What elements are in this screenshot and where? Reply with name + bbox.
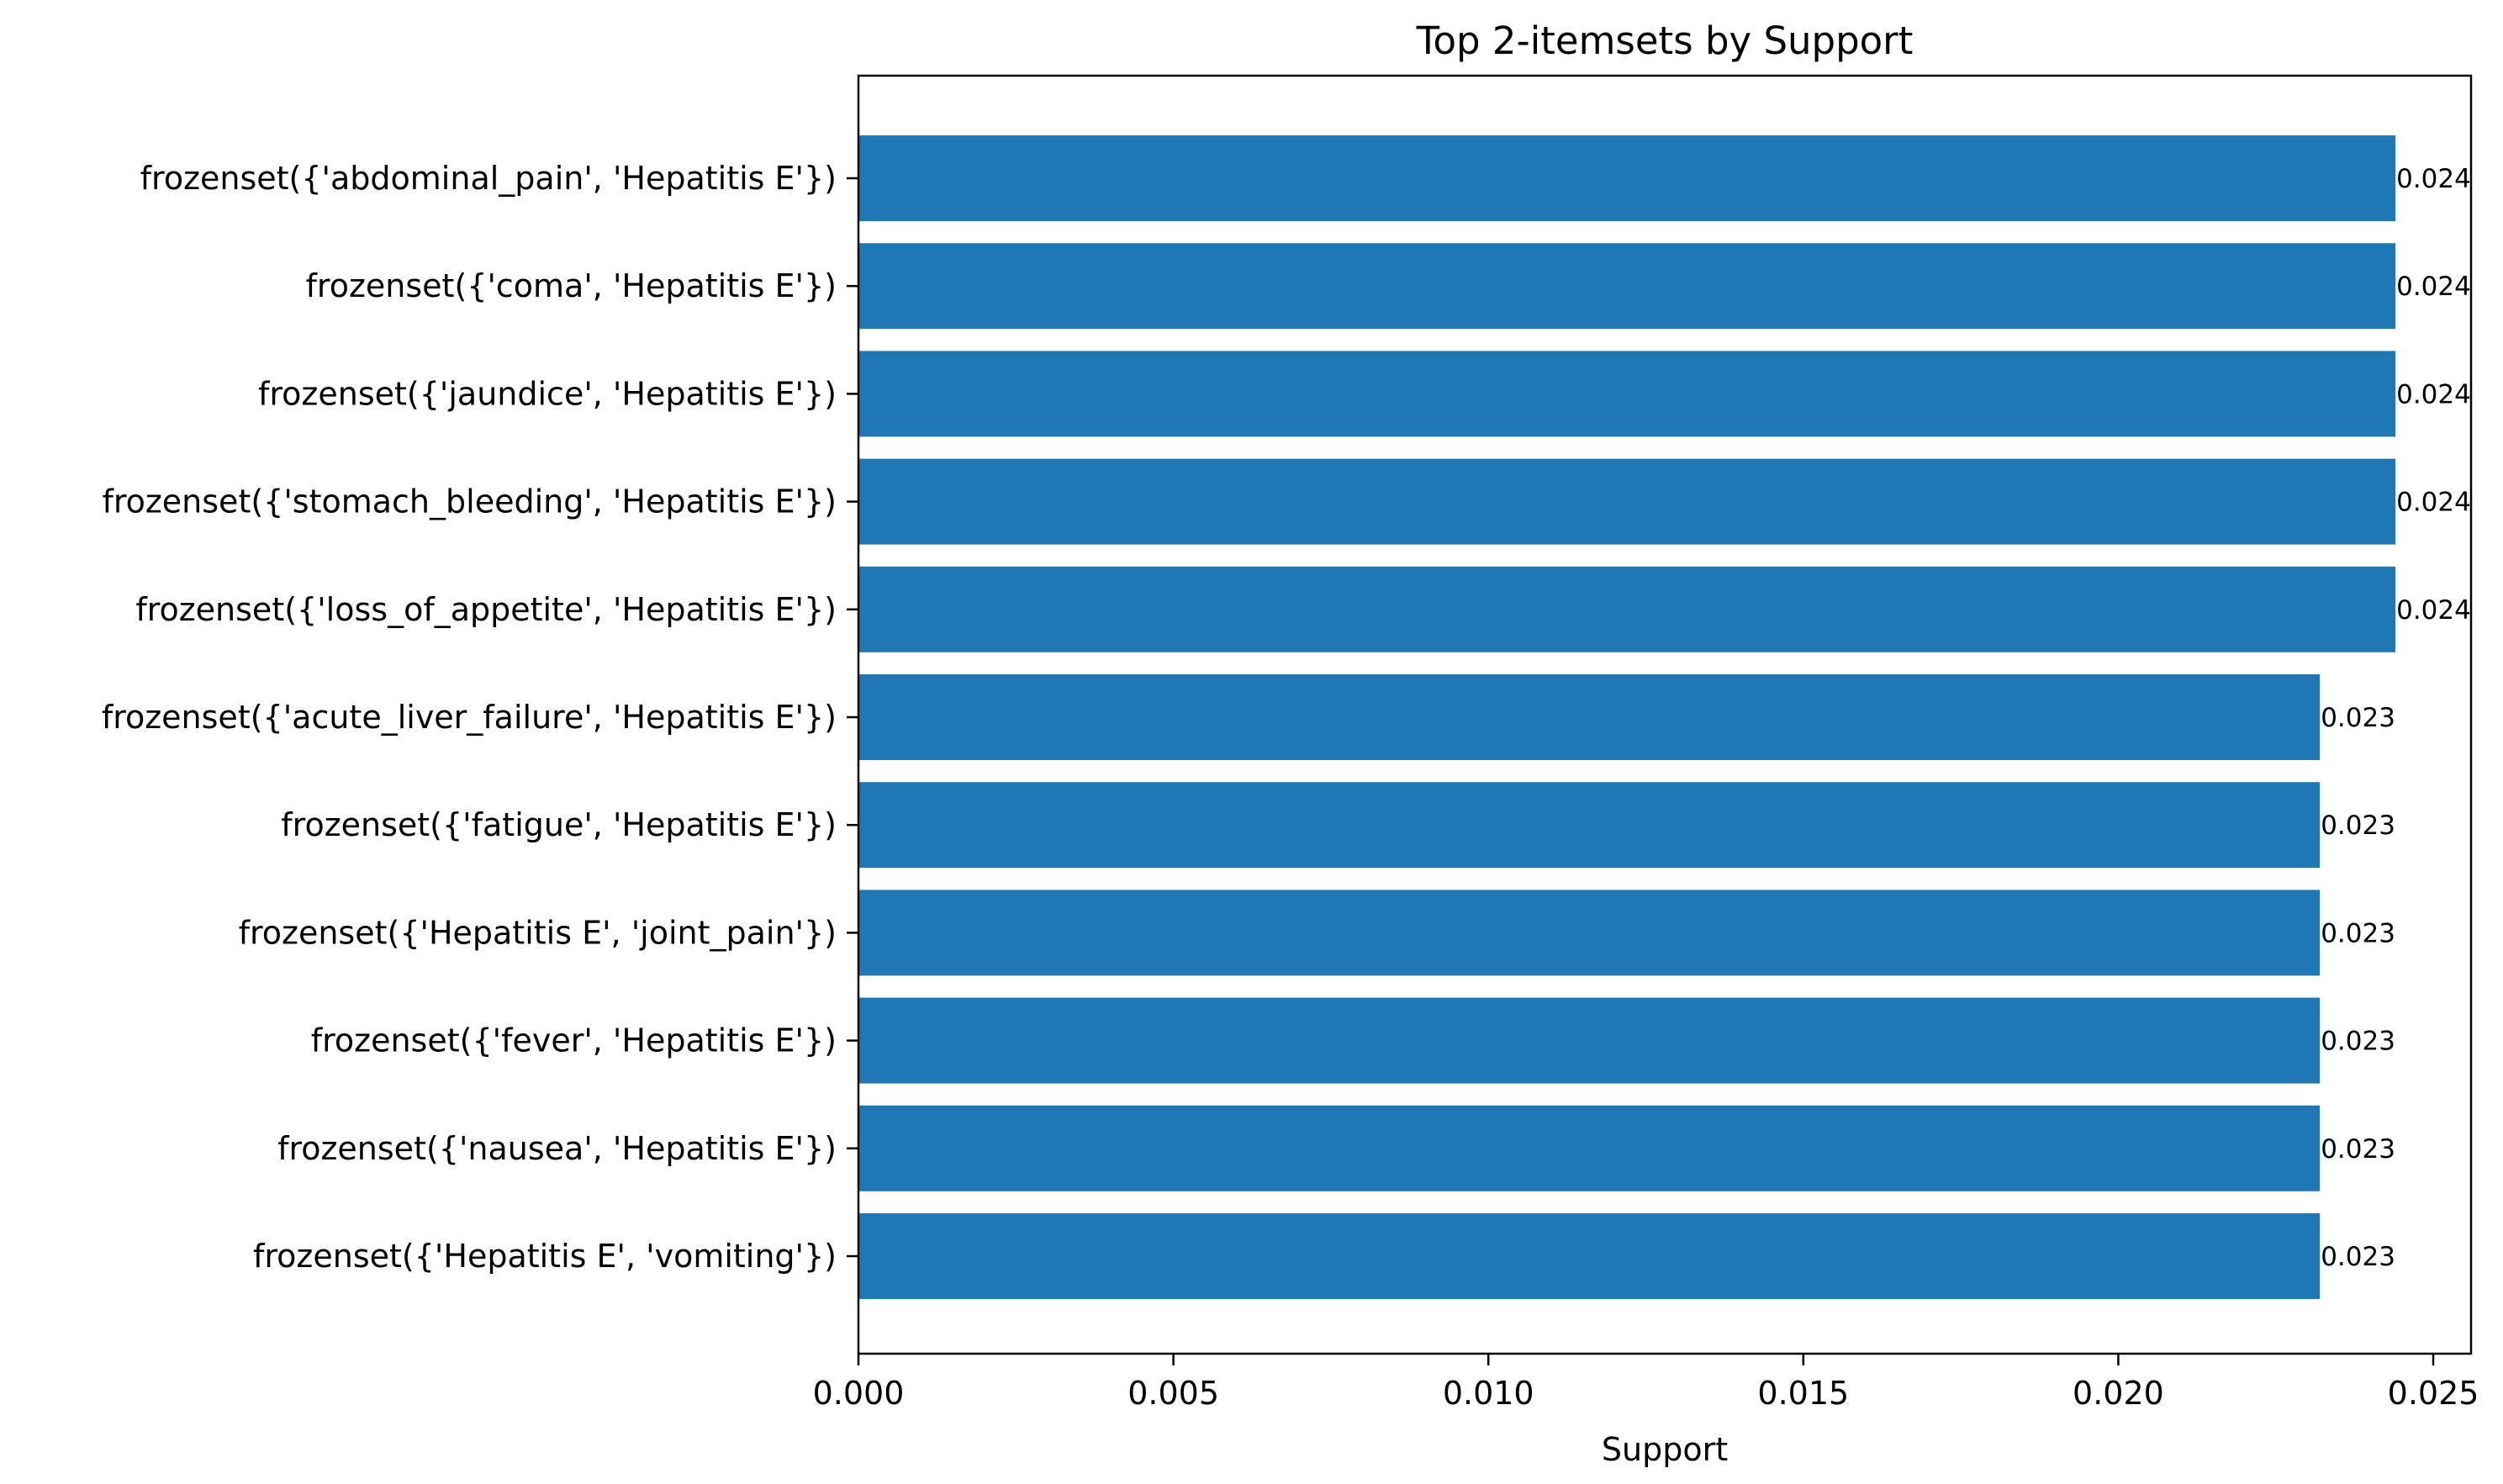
- bar: [858, 674, 2321, 760]
- bar-value-label: 0.024: [2396, 164, 2471, 194]
- x-tick-label: 0.010: [1443, 1375, 1534, 1412]
- y-tick-label: frozenset({'abdominal_pain', 'Hepatitis …: [140, 160, 837, 197]
- bar-value-label: 0.023: [2321, 1027, 2395, 1057]
- bar-value-label: 0.023: [2321, 811, 2395, 841]
- bar: [858, 135, 2396, 221]
- x-tick-label: 0.020: [2073, 1375, 2164, 1412]
- y-tick-label: frozenset({'fatigue', 'Hepatitis E'}): [281, 806, 837, 843]
- bar-value-label: 0.024: [2396, 488, 2471, 518]
- y-tick-label: frozenset({'fever', 'Hepatitis E'}): [311, 1022, 837, 1059]
- bar-value-label: 0.023: [2321, 1134, 2395, 1164]
- y-tick-label: frozenset({'Hepatitis E', 'joint_pain'}): [239, 914, 837, 951]
- x-axis-ticks: 0.000 0.005 0.010 0.015 0.020 0.025: [813, 1354, 2479, 1412]
- y-tick-label: frozenset({'nausea', 'Hepatitis E'}): [277, 1130, 837, 1167]
- bar: [858, 566, 2396, 652]
- data-labels-group: 0.024 0.024 0.024 0.024 0.024 0.023 0.023 0.023…: [2321, 164, 2471, 1272]
- x-tick-label: 0.005: [1127, 1375, 1219, 1412]
- x-tick-label: 0.025: [2388, 1375, 2479, 1412]
- y-tick-label: frozenset({'coma', 'Hepatitis E'}): [306, 267, 837, 304]
- bar: [858, 458, 2396, 545]
- y-axis-ticks: frozenset({'abdominal_pain', 'Hepatitis …: [102, 160, 858, 1275]
- bar: [858, 243, 2396, 330]
- chart-title: Top 2-itemsets by Support: [1416, 18, 1914, 63]
- y-tick-label: frozenset({'Hepatitis E', 'vomiting'}): [253, 1238, 837, 1275]
- bar: [858, 890, 2321, 976]
- y-tick-label: frozenset({'jaundice', 'Hepatitis E'}): [258, 375, 837, 412]
- bar-value-label: 0.023: [2321, 918, 2395, 948]
- bar: [858, 782, 2321, 869]
- x-tick-label: 0.015: [1757, 1375, 1849, 1412]
- bar-value-label: 0.024: [2396, 595, 2471, 626]
- plot-frame: [857, 74, 2473, 1355]
- bar-value-label: 0.023: [2321, 703, 2395, 733]
- y-tick-label: frozenset({'acute_liver_failure', 'Hepat…: [102, 699, 837, 736]
- bar: [858, 1213, 2321, 1299]
- bar-value-label: 0.024: [2396, 272, 2471, 302]
- bar-value-label: 0.024: [2396, 379, 2471, 409]
- bar: [858, 351, 2396, 437]
- y-tick-label: frozenset({'stomach_bleeding', 'Hepatiti…: [102, 483, 837, 520]
- x-tick-label: 0.000: [813, 1375, 905, 1412]
- bar: [858, 997, 2321, 1084]
- bar: [858, 1105, 2321, 1191]
- y-tick-label: frozenset({'loss_of_appetite', 'Hepatiti…: [135, 591, 837, 628]
- bars-group: [858, 135, 2396, 1299]
- x-axis-label: Support: [1602, 1431, 1728, 1468]
- bar-value-label: 0.023: [2321, 1242, 2395, 1272]
